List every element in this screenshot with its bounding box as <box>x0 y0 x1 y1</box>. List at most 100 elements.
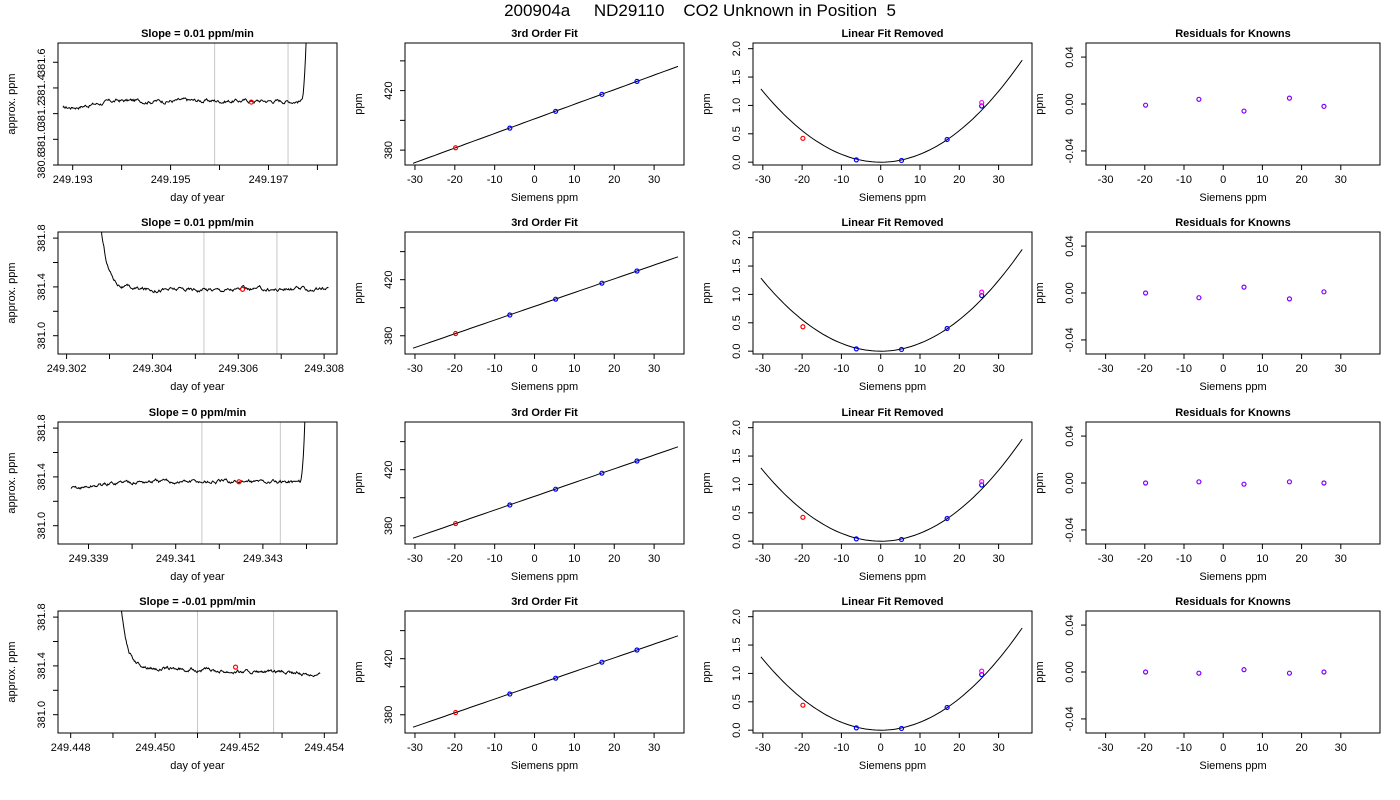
plot-frame <box>57 610 338 734</box>
x-tick-label: -30 <box>407 742 423 754</box>
x-tick-label: -30 <box>755 553 771 565</box>
y-tick-label: 0.0 <box>731 155 743 170</box>
chart-title: Linear Fit Removed <box>841 217 943 229</box>
x-tick-label: 20 <box>1295 363 1307 375</box>
x-tick-label: 20 <box>608 742 620 754</box>
chart-title: 3rd Order Fit <box>511 596 578 608</box>
data-point <box>507 691 513 697</box>
x-tick-label: -10 <box>1176 363 1192 375</box>
plot-frame <box>1085 610 1381 734</box>
y-tick-label: 0.5 <box>731 126 743 141</box>
sample-marker <box>239 286 246 292</box>
x-tick-label: 0 <box>531 553 537 565</box>
x-tick-label: 0 <box>531 174 537 186</box>
data-point <box>634 268 640 274</box>
data-point <box>898 536 905 543</box>
fit-curve <box>412 256 679 349</box>
y-axis-label: ppm <box>701 93 713 114</box>
plot-area <box>1142 95 1327 114</box>
x-axis-label: Siemens ppm <box>511 760 578 772</box>
y-tick-label: -0.04 <box>1064 706 1076 731</box>
data-point <box>944 136 950 143</box>
y-tick-label: 0.04 <box>1064 614 1076 635</box>
x-tick-label: -30 <box>755 742 771 754</box>
plot-area <box>412 635 679 728</box>
chart-panel-r2c2: 3rd Order Fit Siemens ppm ppm -30 -20 -10 0 10 2… <box>353 217 685 393</box>
plot-area <box>412 256 679 349</box>
chart-panel-r2c4: Residuals for Knowns Siemens ppm ppm -30 -20… <box>1034 217 1381 393</box>
fit-curve <box>412 65 679 164</box>
data-point <box>1142 669 1149 675</box>
fit-curve <box>760 59 1023 163</box>
y-tick-label: 420 <box>383 270 395 288</box>
data-point <box>1321 669 1327 675</box>
plot-frame <box>752 42 1033 166</box>
plot-area <box>760 438 1023 543</box>
data-point <box>1196 479 1202 485</box>
x-tick-label: 10 <box>568 174 580 186</box>
y-axis-label: approx. ppm <box>6 73 18 134</box>
plot-frame <box>404 610 685 734</box>
data-point <box>944 704 950 711</box>
data-point <box>898 346 905 353</box>
plot-frame <box>57 42 338 166</box>
plot-area <box>412 65 679 164</box>
y-tick-label: 0.00 <box>1064 472 1076 493</box>
y-tick-label: 420 <box>383 460 395 478</box>
y-tick-label: 381.0 <box>36 701 48 729</box>
y-tick-label: 0.0 <box>731 723 743 738</box>
data-point <box>853 536 859 542</box>
x-tick-label: 20 <box>953 553 965 565</box>
plot-frame <box>404 231 685 355</box>
data-point <box>634 458 640 464</box>
fit-curve <box>760 438 1023 542</box>
data-point <box>1241 284 1247 290</box>
chart-panel-r3c3: Linear Fit Removed Siemens ppm ppm -30 -20 -1… <box>701 407 1033 583</box>
y-tick-label: 381.8 <box>36 603 48 631</box>
fit-curve <box>760 627 1023 731</box>
y-tick-label: 381.0 <box>36 512 48 540</box>
y-tick-label: 1.5 <box>731 69 743 84</box>
x-axis-label: Siemens ppm <box>1199 192 1266 204</box>
y-tick-label: 381.4 <box>36 652 48 680</box>
x-tick-label: -10 <box>833 553 849 565</box>
fit-curve <box>412 446 679 539</box>
chart-panel-r1c3: Linear Fit Removed Siemens ppm ppm -30 -20 -1… <box>701 28 1033 204</box>
y-tick-label: 381.8 <box>36 414 48 442</box>
y-tick-label: 2.0 <box>731 420 743 435</box>
x-tick-label: -20 <box>1137 742 1153 754</box>
plot-area <box>760 249 1023 353</box>
chart-title: Residuals for Knowns <box>1175 217 1291 229</box>
x-tick-label: 20 <box>608 553 620 565</box>
plot-area <box>760 627 1023 732</box>
x-tick-label: -20 <box>794 742 810 754</box>
x-tick-label: -20 <box>794 174 810 186</box>
y-tick-label: 0.00 <box>1064 93 1076 114</box>
data-point <box>453 709 459 716</box>
y-tick-label: 380 <box>383 517 395 535</box>
y-tick-label: 381.2 <box>36 100 48 128</box>
y-tick-label: -0.04 <box>1064 138 1076 163</box>
y-tick-label: 0.0 <box>731 534 743 549</box>
x-axis-label: Siemens ppm <box>859 760 926 772</box>
x-tick-label: -10 <box>833 742 849 754</box>
data-point <box>1321 480 1327 486</box>
x-axis-label: Siemens ppm <box>1199 381 1266 393</box>
chart-title: Residuals for Knowns <box>1175 28 1291 40</box>
x-tick-label: 249.454 <box>304 742 344 754</box>
y-axis-label: ppm <box>353 282 365 303</box>
data-point <box>553 675 559 681</box>
y-axis-label: ppm <box>353 661 365 682</box>
y-axis-label: ppm <box>353 472 365 493</box>
chart-panel-r3c1: Slope = 0 ppm/min day of year approx. ppm 2… <box>6 407 338 583</box>
y-tick-label: 1.5 <box>731 637 743 652</box>
data-point <box>1286 296 1293 302</box>
fit-curve <box>412 635 679 728</box>
data-point <box>634 78 640 84</box>
x-axis-label: day of year <box>170 760 225 772</box>
plot-area <box>62 43 307 165</box>
plot-frame <box>752 231 1033 355</box>
x-tick-label: 20 <box>608 363 620 375</box>
plot-area <box>1142 479 1327 487</box>
x-tick-label: 30 <box>992 742 1004 754</box>
